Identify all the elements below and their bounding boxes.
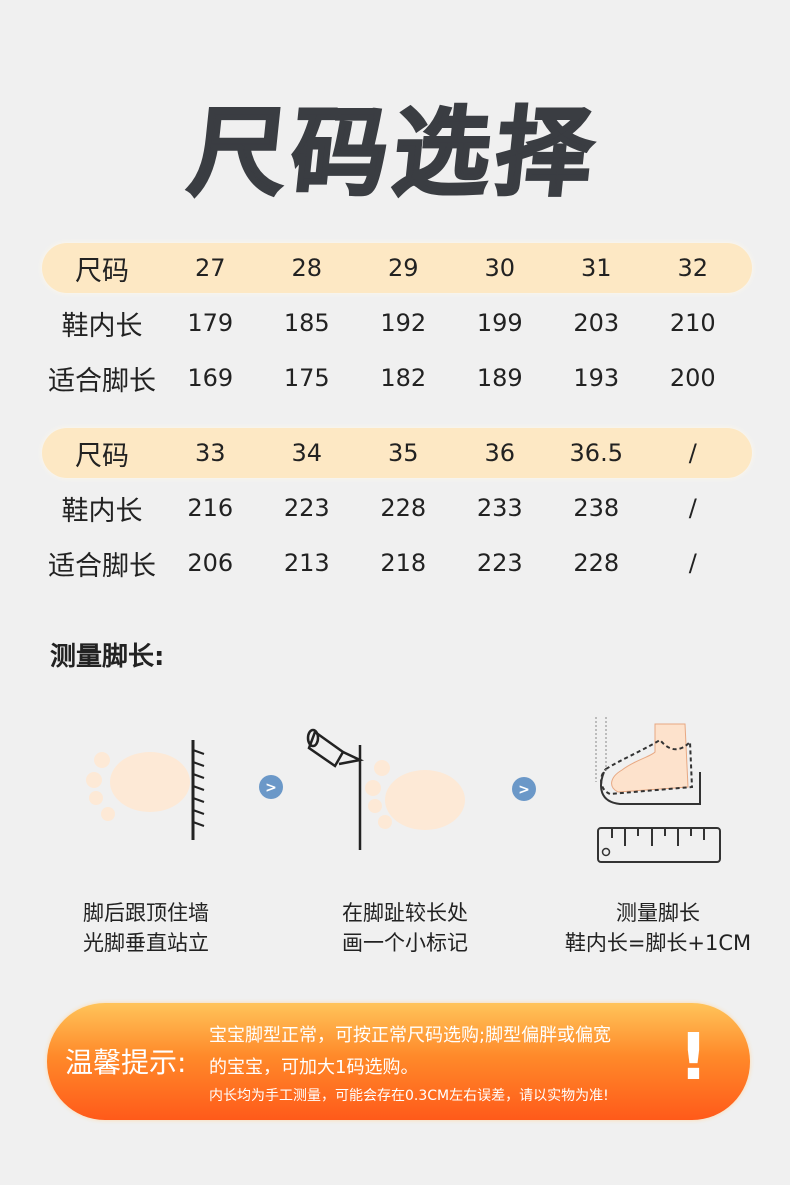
table-cell: 203 xyxy=(573,309,620,337)
row-label: 鞋内长 xyxy=(61,310,143,342)
table-cell: 238 xyxy=(573,494,620,522)
table-cell: 213 xyxy=(283,549,330,577)
table-cell: / xyxy=(688,549,697,577)
svg-text:>: > xyxy=(265,780,277,796)
next-arrow-icon: > xyxy=(512,777,536,801)
caption-line: 测量脚长 xyxy=(616,901,700,925)
measure-title: 测量脚长: xyxy=(50,642,165,672)
svg-text:>: > xyxy=(518,782,530,798)
tip-title: 温馨提示: xyxy=(65,1046,187,1079)
table-cell: 175 xyxy=(283,364,330,392)
table-cell: 30 xyxy=(484,254,516,282)
tip-banner: 温馨提示: 宝宝脚型正常，可按正常尺码选购;脚型偏胖或偏宽 的宝宝，可加大1码选… xyxy=(47,1003,750,1120)
table-cell: 216 xyxy=(187,494,234,522)
table-cell: 29 xyxy=(387,254,419,282)
table-cell: 200 xyxy=(669,364,716,392)
table-cell: 228 xyxy=(573,549,620,577)
table-cell: 223 xyxy=(283,494,330,522)
next-arrow-icon: > xyxy=(259,775,283,799)
table-cell: 223 xyxy=(476,549,523,577)
table-row: 鞋内长 216 223 228 233 238 / xyxy=(42,483,752,533)
tip-line-3: 内长均为手工测量，可能会存在0.3CM左右误差，请以实物为准! xyxy=(209,1088,609,1104)
row-label: 鞋内长 xyxy=(61,495,143,527)
table-cell: 32 xyxy=(677,254,709,282)
table-cell: 206 xyxy=(187,549,234,577)
table-row: 适合脚长 206 213 218 223 228 / xyxy=(42,538,752,588)
table-cell: 34 xyxy=(291,439,323,467)
table-cell: 33 xyxy=(194,439,226,467)
row-label: 尺码 xyxy=(75,440,129,472)
tip-line-1: 宝宝脚型正常，可按正常尺码选购;脚型偏胖或偏宽 xyxy=(209,1025,612,1046)
table-cell: 169 xyxy=(187,364,234,392)
table-cell: 189 xyxy=(476,364,523,392)
table-cell: 35 xyxy=(387,439,419,467)
tip-line-2: 的宝宝，可加大1码选购。 xyxy=(209,1057,419,1078)
caption-line: 画一个小标记 xyxy=(342,931,468,955)
table-cell: 182 xyxy=(380,364,427,392)
row-label: 适合脚长 xyxy=(48,550,156,582)
step-caption-3: 测量脚长鞋内长=脚长+1CM xyxy=(548,898,768,958)
shoe-ruler-icon xyxy=(595,717,721,863)
row-label: 尺码 xyxy=(75,255,129,287)
table-cell: 28 xyxy=(291,254,323,282)
caption-line: 在脚趾较长处 xyxy=(342,901,468,925)
table-cell: 233 xyxy=(476,494,523,522)
caption-line: 光脚垂直站立 xyxy=(83,931,209,955)
caption-line: 鞋内长=脚长+1CM xyxy=(564,931,752,955)
foot-against-wall-icon xyxy=(86,740,205,840)
table-cell: 193 xyxy=(573,364,620,392)
pencil-mark-icon xyxy=(306,728,465,850)
table-cell: 228 xyxy=(380,494,427,522)
row-label: 适合脚长 xyxy=(48,365,156,397)
table-cell: 31 xyxy=(580,254,612,282)
step-caption-2: 在脚趾较长处 画一个小标记 xyxy=(295,898,515,958)
table-row: 鞋内长 179 185 192 199 203 210 xyxy=(42,298,752,348)
table-row: 适合脚长 169 175 182 189 193 200 xyxy=(42,353,752,403)
table-cell: 179 xyxy=(187,309,234,337)
table-cell: 36 xyxy=(484,439,516,467)
table-cell: 185 xyxy=(283,309,330,337)
table-cell: 199 xyxy=(476,309,523,337)
exclamation-icon: ! xyxy=(678,1021,708,1095)
table-cell: 36.5 xyxy=(569,439,623,467)
caption-line: 脚后跟顶住墙 xyxy=(83,901,209,925)
table-cell: 210 xyxy=(669,309,716,337)
table-cell: 218 xyxy=(380,549,427,577)
step-caption-1: 脚后跟顶住墙 光脚垂直站立 xyxy=(36,898,256,958)
table-cell: 27 xyxy=(194,254,226,282)
table-cell: 192 xyxy=(380,309,427,337)
table-cell: / xyxy=(688,439,697,467)
size-header-row: 尺码 27 28 29 30 31 32 xyxy=(42,243,752,293)
size-header-row: 尺码 33 34 35 36 36.5 / xyxy=(42,428,752,478)
page-title: 尺码选择 xyxy=(183,96,606,211)
table-cell: / xyxy=(688,494,697,522)
